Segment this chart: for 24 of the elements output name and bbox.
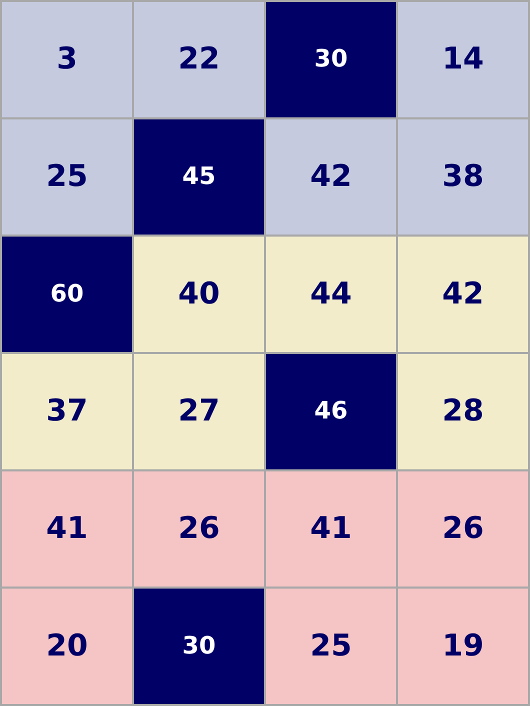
data-label: 25: [46, 159, 88, 194]
data-label: 14: [442, 42, 484, 77]
data-label: 41: [310, 511, 352, 546]
data-label: 42: [310, 159, 352, 194]
data-label: 37: [46, 394, 88, 429]
data-label: 26: [442, 511, 484, 546]
data-label: 46: [314, 396, 348, 425]
data-label: 44: [310, 276, 352, 312]
data-label: 28: [442, 394, 484, 429]
data-label: 27: [178, 394, 220, 429]
data-label: 30: [314, 44, 348, 73]
data-label: 22: [178, 42, 220, 77]
data-label: 20: [46, 628, 88, 664]
data-label: 25: [310, 628, 352, 664]
data-label: 3: [56, 42, 78, 77]
data-label: 45: [182, 162, 216, 190]
data-label: 30: [182, 631, 216, 660]
data-label: 38: [442, 159, 484, 194]
data-label: 42: [442, 276, 484, 312]
data-label: 40: [178, 276, 220, 312]
data-label: 26: [178, 511, 220, 546]
data-label: 41: [46, 511, 88, 546]
data-label: 60: [50, 279, 84, 308]
data-label: 19: [442, 628, 484, 664]
